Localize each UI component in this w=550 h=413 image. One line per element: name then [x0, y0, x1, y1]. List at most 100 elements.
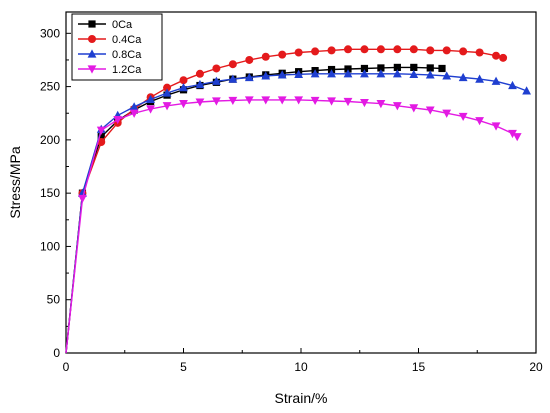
data-point	[344, 45, 352, 54]
legend-marker	[88, 35, 96, 43]
data-point	[278, 50, 287, 59]
data-point	[522, 86, 531, 95]
y-axis-title: Stress/MPa	[7, 146, 23, 219]
data-point	[228, 96, 238, 106]
legend-label: 0Ca	[112, 19, 133, 31]
data-point	[491, 122, 501, 131]
legend-item: 0.4Ca	[78, 34, 142, 46]
data-point	[360, 69, 369, 78]
data-point	[244, 72, 254, 82]
data-point	[261, 52, 270, 61]
data-point	[343, 69, 353, 78]
data-point	[376, 69, 386, 78]
y-tick-label: 100	[40, 239, 60, 253]
series-line	[65, 99, 518, 354]
y-tick-label: 50	[47, 293, 61, 307]
data-point	[425, 70, 435, 79]
data-point	[393, 63, 401, 72]
x-tick-label: 0	[63, 360, 70, 374]
data-point	[195, 98, 205, 107]
data-point	[179, 100, 188, 109]
data-point	[458, 112, 468, 122]
x-tick-label: 10	[294, 360, 308, 374]
data-point	[113, 116, 123, 125]
data-point	[459, 47, 468, 56]
legend-label: 1.2Ca	[112, 64, 142, 76]
data-point	[261, 71, 271, 80]
legend-item: 0Ca	[78, 19, 133, 31]
data-point	[228, 60, 237, 69]
data-point	[409, 104, 419, 113]
data-point	[129, 102, 139, 111]
series-layer	[65, 45, 531, 354]
y-tick-label: 0	[53, 346, 60, 360]
data-point	[162, 88, 172, 97]
data-point	[261, 96, 271, 105]
legend-item: 1.2Ca	[78, 64, 142, 76]
data-point	[458, 72, 468, 82]
data-point	[294, 69, 304, 78]
data-point	[245, 55, 254, 64]
data-point	[508, 80, 517, 90]
data-point	[212, 76, 221, 85]
legend-marker	[88, 20, 96, 28]
data-point	[475, 117, 484, 126]
data-point	[96, 126, 106, 135]
data-point	[294, 48, 303, 57]
y-tick-label: 200	[40, 133, 60, 147]
data-point	[376, 100, 386, 109]
data-point	[442, 71, 452, 80]
data-point	[310, 96, 320, 106]
data-point	[393, 45, 402, 54]
data-point	[78, 194, 87, 204]
x-axis-title: Strain/%	[275, 390, 328, 406]
series-0.4Ca	[65, 45, 508, 354]
data-point	[344, 65, 352, 73]
data-point	[277, 70, 287, 79]
series-line	[65, 66, 443, 354]
data-point	[311, 47, 320, 56]
data-point	[360, 98, 369, 108]
data-point	[442, 109, 452, 118]
data-point	[244, 96, 254, 105]
data-point	[376, 45, 385, 54]
data-point	[377, 64, 385, 72]
y-tick-label: 300	[40, 26, 60, 40]
data-point	[327, 46, 336, 55]
data-point	[409, 69, 419, 78]
data-point	[426, 46, 435, 55]
y-tick-label: 150	[40, 186, 60, 200]
data-point	[392, 102, 402, 111]
series-line	[65, 48, 504, 354]
data-point	[212, 97, 221, 106]
data-point	[425, 106, 435, 115]
data-point	[179, 83, 188, 92]
x-tick-label: 20	[529, 360, 543, 374]
data-point	[327, 69, 336, 78]
data-point	[146, 94, 155, 103]
data-point	[310, 69, 320, 78]
data-point	[195, 69, 204, 78]
data-point	[442, 46, 451, 55]
legend-marker	[87, 65, 97, 74]
data-point	[162, 102, 172, 111]
series-0Ca	[65, 63, 446, 354]
data-point	[129, 109, 139, 118]
legend-marker	[87, 49, 97, 58]
data-point	[512, 133, 522, 142]
legend: 0Ca 0.4Ca 0.8Ca 1.2Ca	[71, 13, 163, 81]
data-point	[360, 64, 369, 73]
data-point	[163, 83, 172, 92]
data-point	[499, 53, 508, 62]
data-point	[409, 45, 418, 54]
data-point	[492, 51, 501, 60]
data-point	[195, 79, 205, 89]
data-point	[277, 96, 287, 105]
data-point	[410, 63, 418, 72]
data-point	[146, 105, 155, 114]
data-point	[327, 97, 336, 106]
data-point	[228, 74, 238, 83]
data-point	[97, 133, 105, 141]
